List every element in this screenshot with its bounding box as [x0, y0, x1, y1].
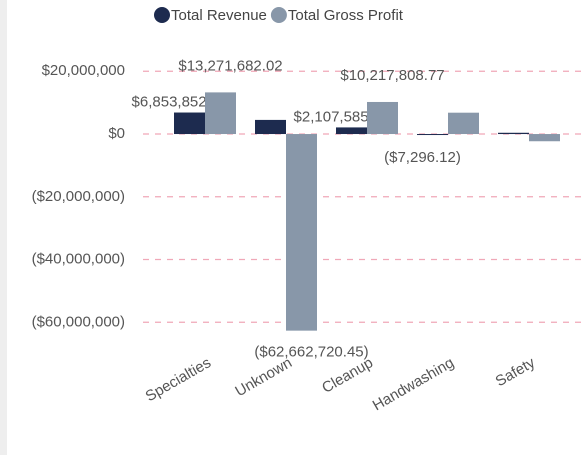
data-label: ($62,662,720.45) [254, 344, 368, 361]
bar [255, 119, 286, 135]
data-label: ($7,296.12) [384, 149, 461, 166]
y-tick-label: ($60,000,000) [32, 313, 125, 330]
legend-label: Total Gross Profit [288, 7, 404, 24]
legend-label: Total Revenue [171, 7, 267, 24]
legend-marker [154, 7, 170, 23]
data-label: $13,271,682.02 [178, 57, 282, 74]
y-tick-label: ($40,000,000) [32, 251, 125, 268]
bar [417, 134, 448, 136]
bar [336, 127, 367, 135]
data-label: $10,217,808.77 [340, 67, 444, 84]
legend-marker [270, 7, 287, 23]
bar [498, 132, 529, 135]
bar [205, 92, 236, 135]
data-label: $6,853,852.73 [132, 93, 228, 110]
bar [448, 112, 479, 135]
left-border [0, 0, 7, 455]
x-tick-label: Handwashing [370, 354, 457, 414]
x-tick-label: Specialties [143, 354, 214, 405]
x-tick-label: Safety [493, 354, 539, 390]
bar [174, 112, 205, 135]
data-label: $2,107,585.46 [294, 108, 390, 125]
x-tick-label: Unknown [232, 354, 295, 400]
bar [529, 134, 560, 142]
y-tick-label: $20,000,000 [42, 62, 125, 79]
y-tick-label: ($20,000,000) [32, 188, 125, 205]
bar [367, 101, 398, 135]
bar [286, 134, 317, 331]
y-tick-label: $0 [108, 125, 125, 142]
